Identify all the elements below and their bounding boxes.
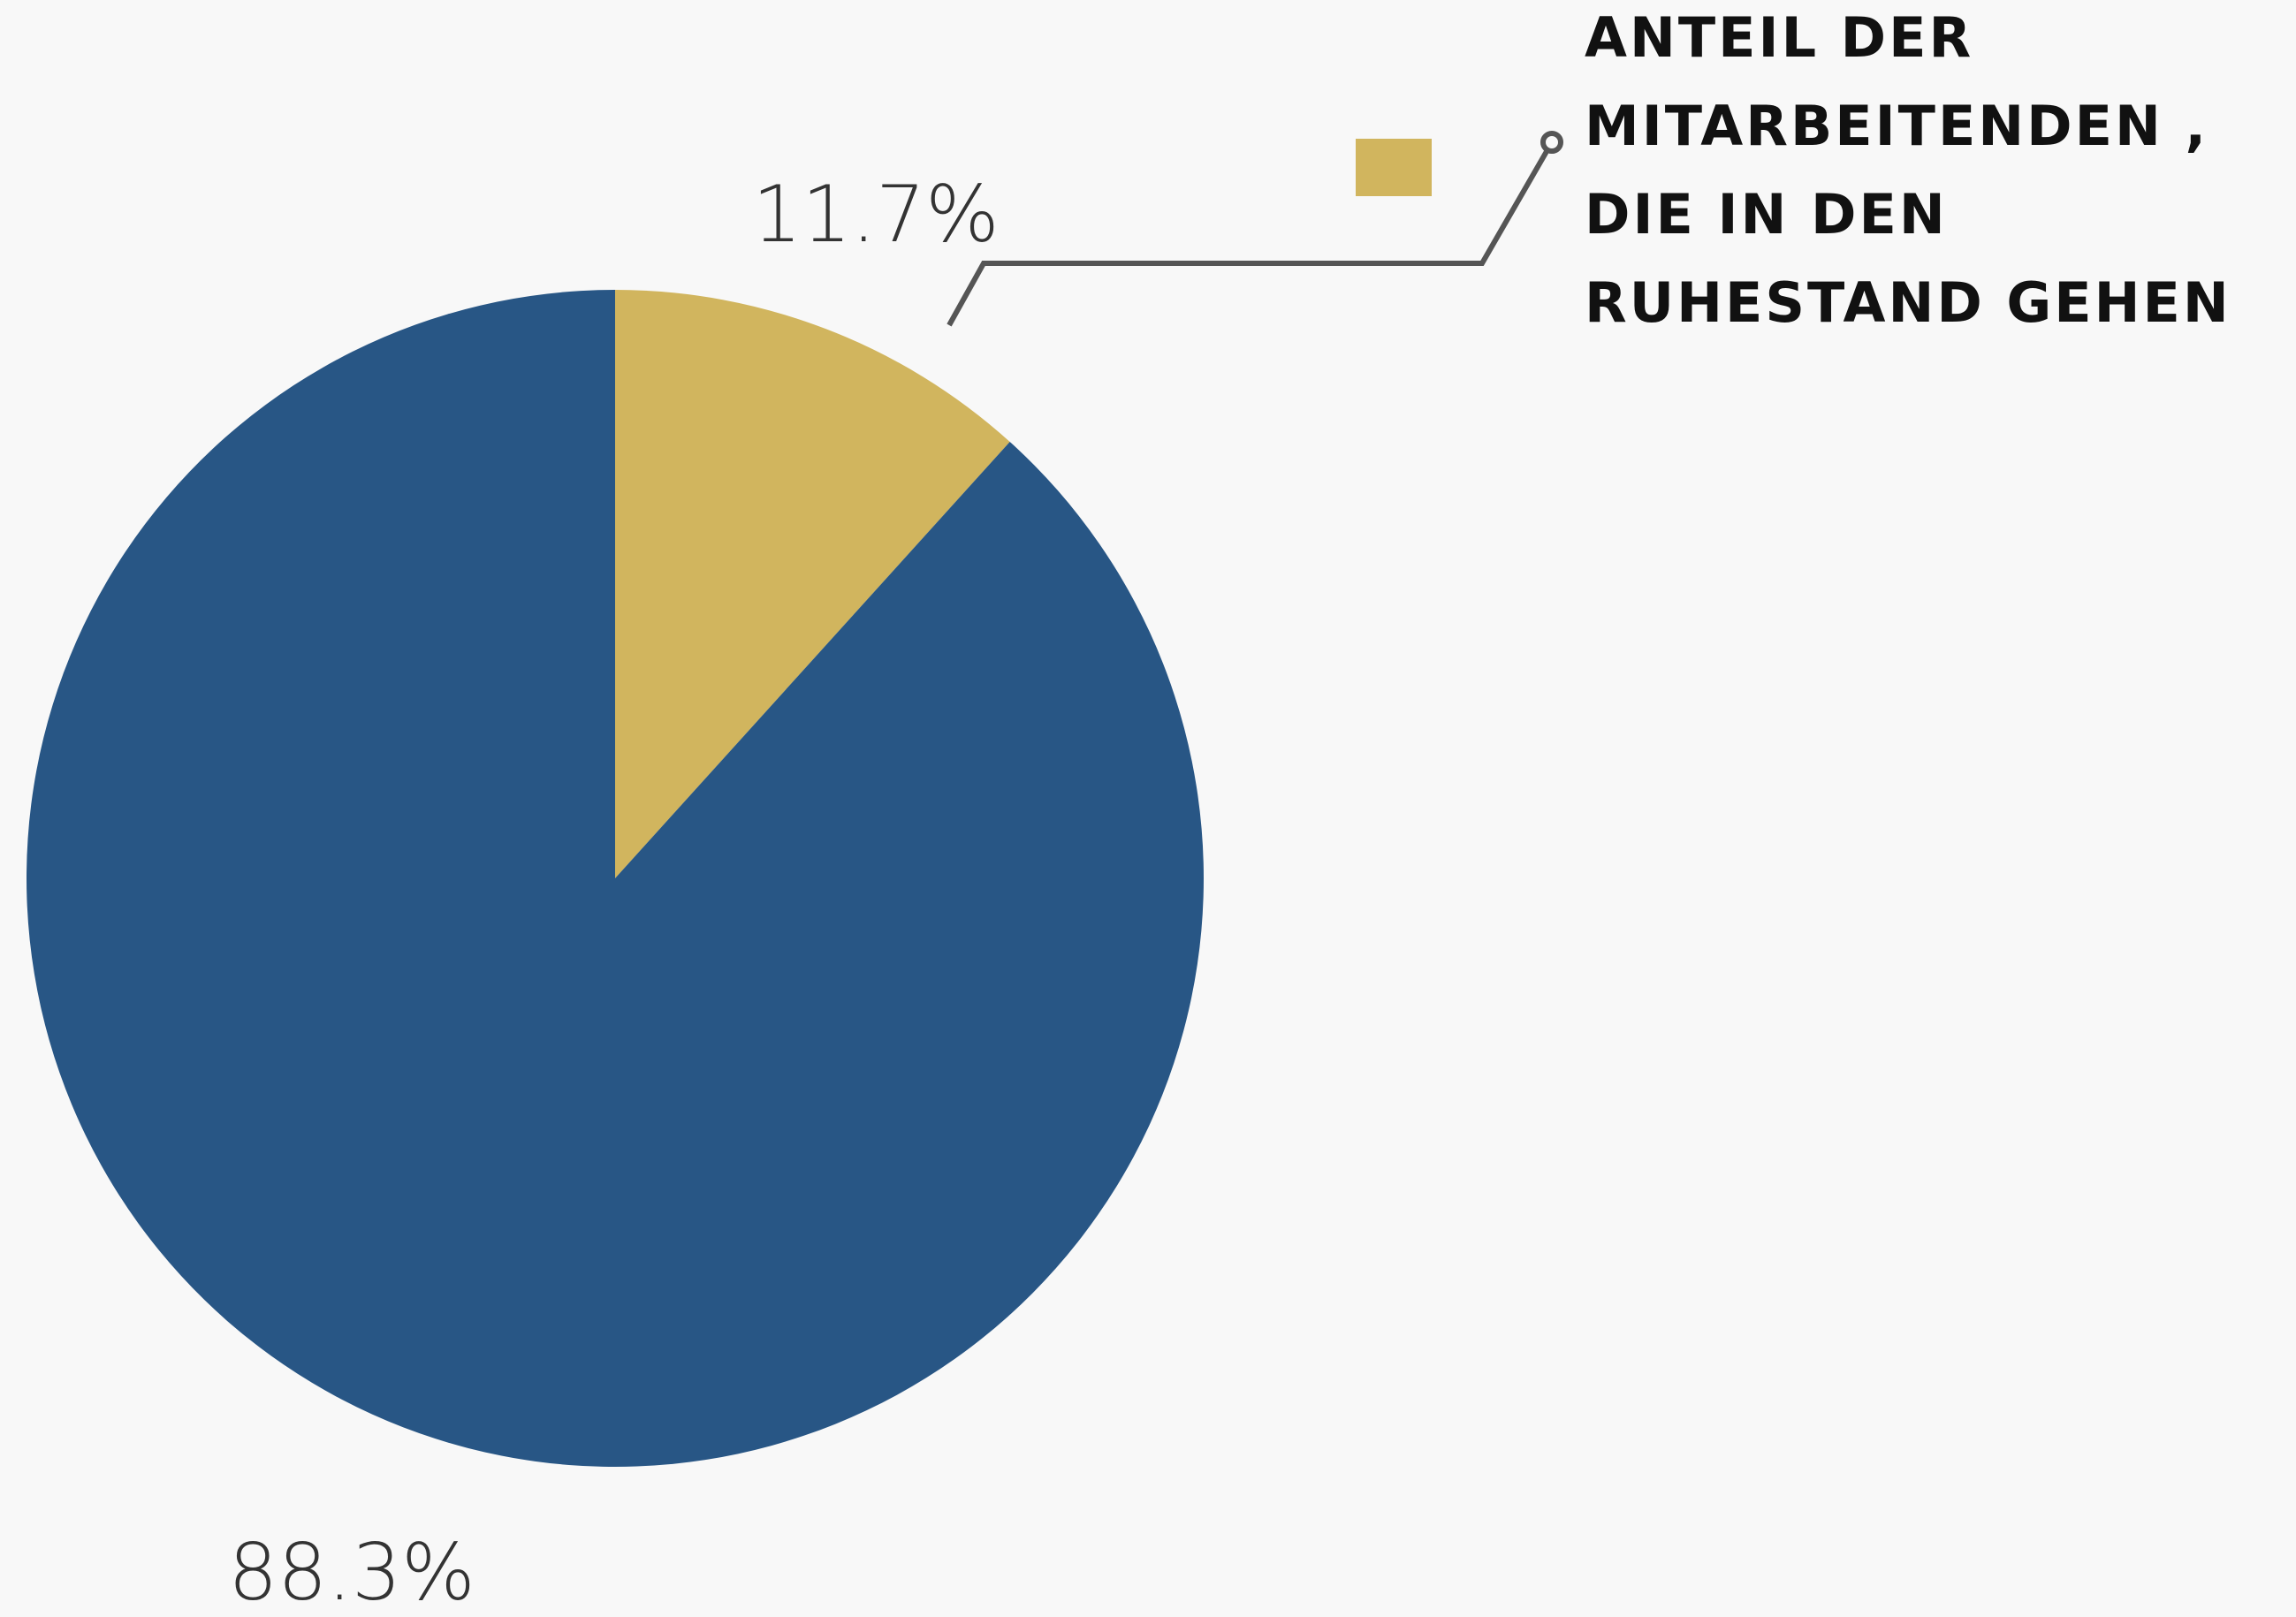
- pie-slice: [26, 290, 1205, 1467]
- leader-dot: [1540, 131, 1563, 154]
- legend-swatch: [1356, 139, 1432, 196]
- slice-label: 88.3%: [228, 1527, 475, 1617]
- legend-label: ANTEIL DER MITARBEITENDEN , DIE IN DEN RUHE…: [1585, 5, 2231, 335]
- pie-slice: [615, 290, 1010, 878]
- legend-line: MITARBEITENDEN ,: [1585, 94, 2209, 158]
- legend-line: RUHESTAND GEHEN: [1585, 270, 2231, 335]
- leader-line: [947, 140, 1555, 327]
- slice-label: 11.7%: [752, 169, 1000, 260]
- legend-line: DIE IN DEN: [1585, 182, 1948, 247]
- legend-line: ANTEIL DER: [1585, 5, 1973, 70]
